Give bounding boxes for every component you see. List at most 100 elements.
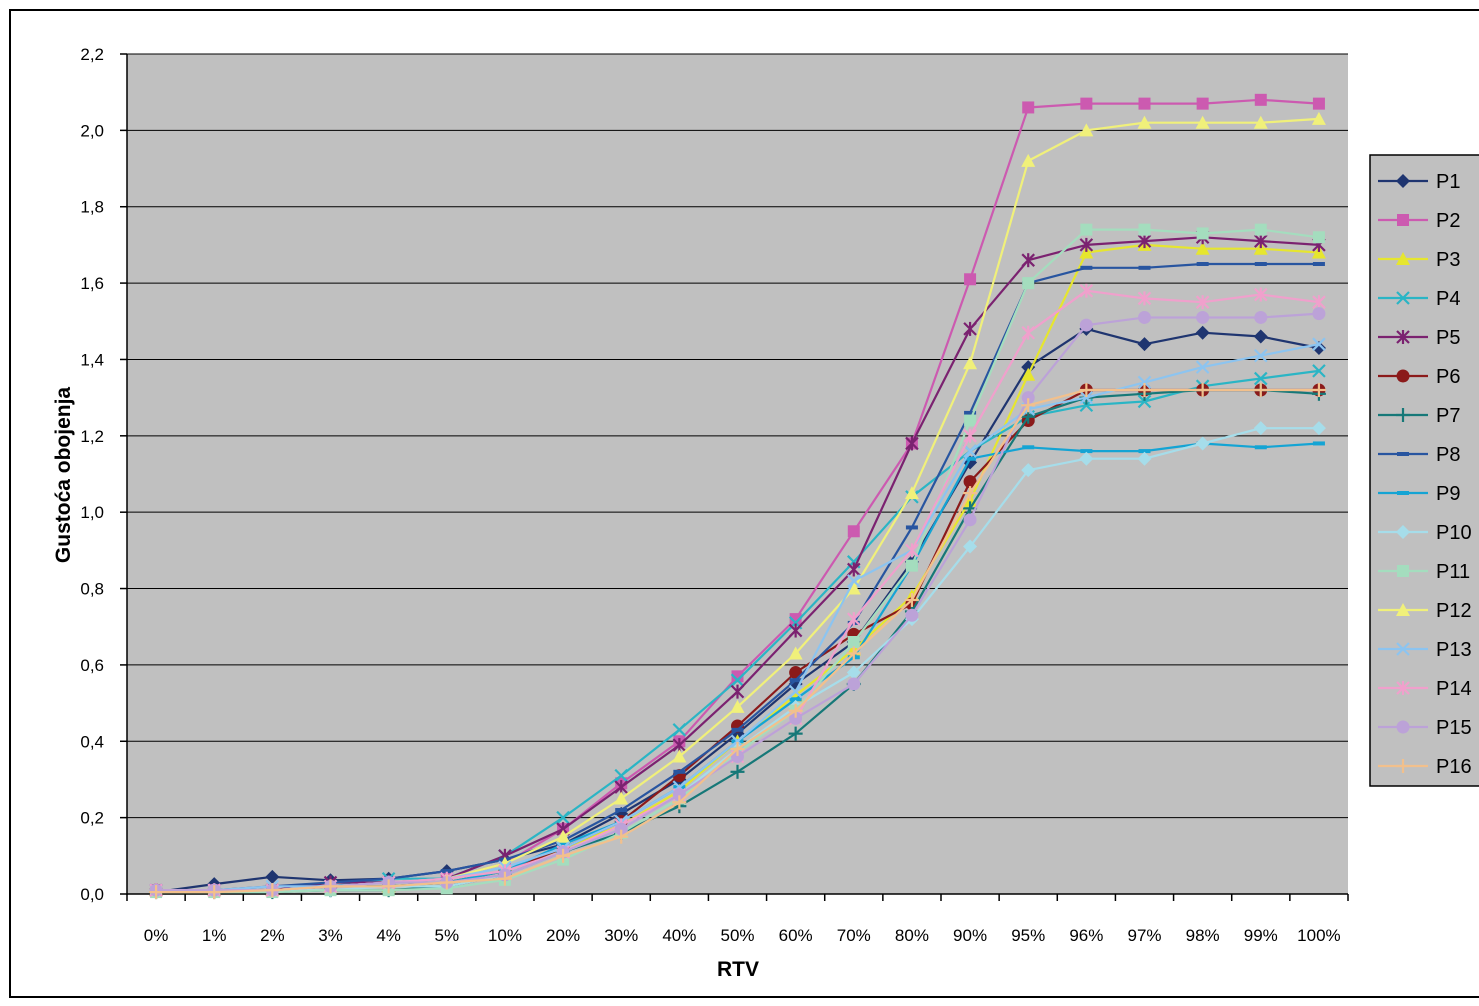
p16-series bbox=[149, 383, 1326, 900]
p12-point-100% bbox=[1311, 111, 1326, 125]
p13-point-90% bbox=[963, 444, 977, 458]
p14-point-95% bbox=[1021, 325, 1035, 340]
p2-point-95% bbox=[1022, 101, 1035, 114]
legend-marker-p7 bbox=[1396, 408, 1410, 422]
p11-point-99% bbox=[1254, 223, 1267, 236]
x-tick-label: 95% bbox=[1011, 926, 1045, 945]
p10-point-97% bbox=[1137, 451, 1152, 466]
legend-marker-p1 bbox=[1396, 174, 1410, 188]
p16-point-98% bbox=[1195, 383, 1210, 397]
p12-point-80% bbox=[904, 486, 919, 500]
legend-item-p16: P16 bbox=[1378, 756, 1472, 778]
x-tick-label: 3% bbox=[318, 926, 343, 945]
legend-marker-p13 bbox=[1396, 642, 1410, 656]
p5-point-97% bbox=[1137, 234, 1152, 249]
legend-item-p11: P11 bbox=[1378, 561, 1470, 583]
p8-point-30% bbox=[615, 808, 628, 812]
legend-item-p13: P13 bbox=[1378, 639, 1472, 661]
p2-point-97% bbox=[1138, 97, 1151, 110]
p9-point-96% bbox=[1080, 449, 1093, 454]
p16-point-1% bbox=[207, 885, 222, 900]
legend-marker-p5 bbox=[1396, 330, 1410, 344]
p3-point-96% bbox=[1079, 245, 1094, 259]
p2-point-70% bbox=[847, 525, 860, 538]
p14-point-96% bbox=[1079, 283, 1094, 298]
legend-label: P14 bbox=[1436, 678, 1472, 700]
p5-point-80% bbox=[905, 436, 919, 451]
p11-point-100% bbox=[1312, 231, 1325, 244]
legend-item-p6: P6 bbox=[1378, 366, 1460, 388]
y-tick-label: 2,2 bbox=[80, 45, 104, 64]
p10-point-96% bbox=[1079, 451, 1094, 466]
p15-point-98% bbox=[1196, 310, 1210, 324]
p13-point-98% bbox=[1195, 360, 1210, 374]
p5-point-60% bbox=[788, 623, 803, 638]
p4-point-40% bbox=[672, 723, 687, 737]
p16-point-2% bbox=[265, 883, 280, 898]
p2-point-90% bbox=[964, 273, 977, 286]
p8-point-99% bbox=[1254, 262, 1267, 266]
p9-point-100% bbox=[1312, 441, 1325, 446]
p16-point-95% bbox=[1021, 398, 1036, 413]
legend-marker-p14 bbox=[1396, 681, 1410, 695]
legend-label: P1 bbox=[1436, 171, 1460, 193]
p4-point-97% bbox=[1137, 394, 1152, 409]
p15-point-96% bbox=[1079, 318, 1093, 332]
p2-point-60% bbox=[789, 613, 802, 626]
x-tick-label: 100% bbox=[1297, 926, 1340, 945]
p4-point-20% bbox=[556, 810, 570, 825]
legend-label: P4 bbox=[1436, 288, 1460, 310]
p9-point-20% bbox=[557, 842, 570, 847]
p15-point-95% bbox=[1021, 391, 1035, 405]
p9-point-90% bbox=[964, 456, 977, 461]
legend-marker-p9 bbox=[1397, 491, 1409, 495]
p15-series bbox=[149, 307, 1326, 897]
p16-point-0% bbox=[149, 885, 164, 900]
chart-frame bbox=[9, 9, 1479, 998]
p3-point-99% bbox=[1253, 241, 1268, 255]
y-tick-label: 1,2 bbox=[80, 427, 104, 446]
p16-point-4% bbox=[381, 879, 396, 894]
p4-point-99% bbox=[1254, 371, 1268, 386]
p10-point-100% bbox=[1311, 421, 1326, 436]
x-tick-label: 4% bbox=[376, 926, 401, 945]
p12-point-60% bbox=[788, 646, 803, 660]
legend-label: P2 bbox=[1436, 210, 1460, 232]
p12-point-20% bbox=[556, 829, 571, 843]
p5-point-99% bbox=[1254, 234, 1268, 249]
p1-point-2% bbox=[265, 869, 280, 884]
p13-point-99% bbox=[1254, 348, 1268, 363]
legend-item-p5: P5 bbox=[1378, 327, 1460, 349]
p15-point-90% bbox=[963, 513, 977, 527]
p16-point-5% bbox=[439, 875, 454, 890]
p15-point-99% bbox=[1254, 310, 1268, 324]
y-axis-ticks: 0,0 0,2 0,4 0,6 0,8 1,0 1,2 1,4 1,6 1,8 2,0 2,2 bbox=[80, 45, 127, 904]
legend-marker-p10 bbox=[1396, 525, 1410, 539]
legend-item-p8: P8 bbox=[1378, 444, 1460, 466]
p4-point-100% bbox=[1312, 364, 1326, 378]
p16-point-10% bbox=[497, 871, 512, 886]
p12-point-50% bbox=[730, 699, 745, 713]
p15-point-100% bbox=[1312, 307, 1326, 321]
legend-marker-p4 bbox=[1396, 291, 1410, 305]
legend-label: P10 bbox=[1436, 522, 1472, 544]
legend-item-p12: P12 bbox=[1378, 600, 1472, 622]
p11-point-97% bbox=[1138, 223, 1151, 236]
p12-point-70% bbox=[846, 581, 861, 595]
p9-point-97% bbox=[1138, 449, 1151, 454]
p2-point-98% bbox=[1196, 97, 1209, 110]
p14-point-98% bbox=[1195, 295, 1210, 310]
legend-item-p9: P9 bbox=[1378, 483, 1460, 505]
legend-label: P8 bbox=[1436, 444, 1460, 466]
p10-point-99% bbox=[1253, 421, 1268, 436]
p13-point-100% bbox=[1312, 337, 1326, 351]
legend-marker-p12 bbox=[1396, 603, 1410, 616]
legend-item-p4: P4 bbox=[1378, 288, 1460, 310]
y-tick-label: 0,8 bbox=[80, 580, 104, 599]
legend-label: P12 bbox=[1436, 600, 1472, 622]
p16-point-97% bbox=[1137, 383, 1152, 397]
p3-point-100% bbox=[1311, 245, 1326, 259]
p13-point-60% bbox=[788, 684, 803, 699]
p12-point-96% bbox=[1079, 123, 1094, 137]
p13-point-96% bbox=[1079, 390, 1094, 405]
